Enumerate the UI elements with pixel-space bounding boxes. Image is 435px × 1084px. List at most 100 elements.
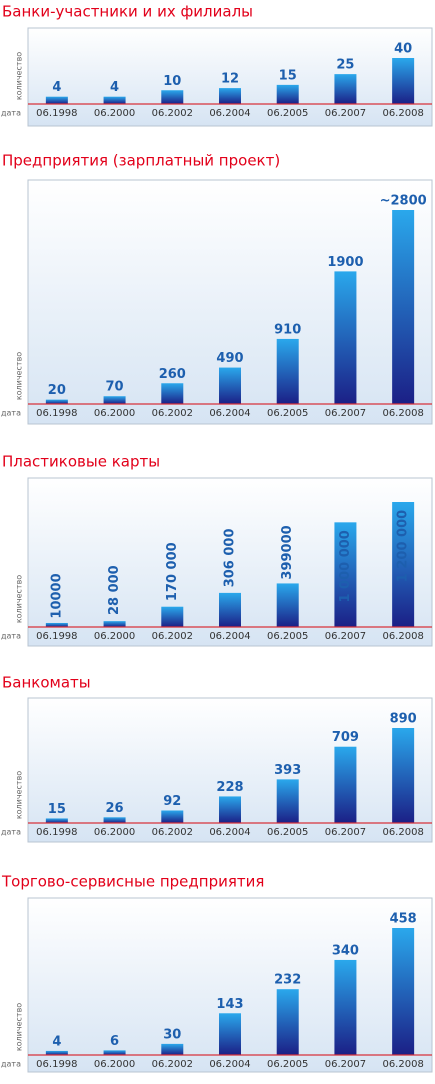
x-tick-label: 06.2005 [267,408,308,419]
value-label: 15 [48,802,66,817]
y-axis-label: количество [15,52,24,100]
bar [219,796,241,823]
x-tick-label: 06.2007 [325,108,366,119]
value-label: 4 [110,80,119,95]
x-tick-label: 06.2000 [94,827,135,838]
bar [161,606,184,627]
x-tick-label: 06.2002 [152,108,193,119]
x-tick-label: 06.2000 [94,1059,135,1070]
x-axis-label: дата [1,632,21,641]
value-label: 4 [52,1034,61,1049]
bar [392,728,415,823]
bar [276,583,299,627]
value-label: 25 [336,58,354,73]
bar [219,1013,241,1055]
bar [219,88,241,104]
bar [219,592,241,627]
bar [392,210,415,404]
x-axis-label: дата [1,109,21,118]
bar [276,338,299,404]
value-label: 1900 [327,255,363,270]
bar [334,959,357,1055]
x-tick-label: 06.2005 [267,827,308,838]
bar [334,746,357,823]
bar [45,399,68,404]
x-tick-label: 06.2005 [267,1059,308,1070]
x-tick-label: 06.2008 [382,108,423,119]
bar [161,90,184,104]
value-label: 458 [390,912,417,927]
x-tick-label: 06.2000 [94,408,135,419]
value-label: 232 [274,973,301,988]
value-label: 4 [52,80,61,95]
x-tick-label: 06.1998 [36,108,77,119]
chart-title: Предприятия (зарплатный проект) [2,152,280,170]
y-axis-label: количество [15,575,24,623]
value-label: 30 [163,1027,181,1042]
value-label: 40 [394,42,412,57]
chart-title: Банкоматы [2,674,91,692]
bar [45,818,68,823]
bar [276,84,299,104]
bar [334,271,357,404]
value-label: 1 000 000 [338,530,353,602]
x-tick-label: 06.1998 [36,827,77,838]
value-label: 26 [106,801,124,816]
value-label: 399000 [280,525,295,579]
x-axis-label: дата [1,828,21,837]
x-tick-label: 06.2000 [94,631,135,642]
y-axis-label: количество [15,1003,24,1051]
chart-title: Банки-участники и их филиалы [2,3,253,21]
x-axis-label: дата [1,409,21,418]
x-tick-label: 06.2004 [209,1059,250,1070]
bar [103,1050,126,1055]
x-tick-label: 06.1998 [36,631,77,642]
bar [45,1050,68,1055]
value-label: 70 [106,380,124,395]
bar [392,58,415,104]
value-label: 910 [274,322,301,337]
value-label: 15 [279,68,297,83]
value-label: 10000 [49,573,64,618]
value-label: 340 [332,943,359,958]
y-axis-label: количество [15,771,24,819]
value-label: 306 000 [223,528,238,587]
bar [392,928,415,1055]
x-tick-label: 06.2004 [209,827,250,838]
x-tick-label: 06.2007 [325,827,366,838]
bar [45,622,68,627]
value-label: 1 200 000 [396,510,411,582]
panel [27,27,433,127]
x-tick-label: 06.2000 [94,108,135,119]
bar [45,96,68,104]
bar [161,1043,184,1055]
bar [276,989,299,1055]
value-label: 28 000 [107,565,122,615]
bar [334,522,357,627]
value-label: 490 [216,351,243,366]
x-tick-label: 06.2004 [209,631,250,642]
x-tick-label: 06.2004 [209,108,250,119]
value-label: 12 [221,72,239,87]
value-label: 20 [48,383,66,398]
value-label: 10 [163,74,181,89]
x-tick-label: 06.2005 [267,631,308,642]
value-label: 890 [390,712,417,727]
value-label: 143 [216,997,243,1012]
chart-title: Пластиковые карты [2,453,160,471]
y-axis-label: количество [15,352,24,400]
x-tick-label: 06.2002 [152,408,193,419]
bar [103,817,126,823]
x-tick-label: 06.2008 [382,631,423,642]
x-tick-label: 06.2004 [209,408,250,419]
value-label: 393 [274,763,301,778]
bar [103,96,126,104]
bar [161,383,184,404]
bar [219,367,241,404]
value-label: 92 [163,794,181,809]
bar [392,502,415,627]
x-tick-label: 06.2002 [152,1059,193,1070]
x-tick-label: 06.2008 [382,1059,423,1070]
bar [103,396,126,404]
x-tick-label: 06.1998 [36,408,77,419]
